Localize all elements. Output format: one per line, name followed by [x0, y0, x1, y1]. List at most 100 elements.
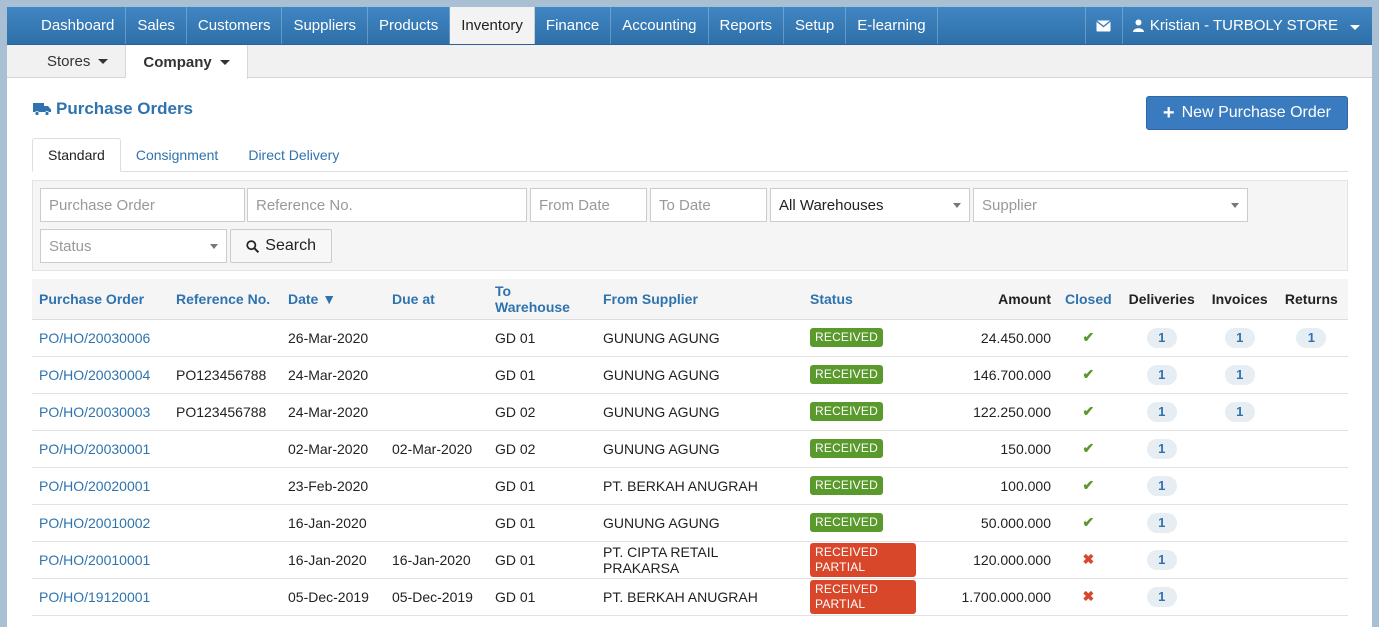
to-date-input[interactable]: To Date	[650, 188, 767, 222]
cross-icon: ✖	[1082, 551, 1095, 567]
stores-menu[interactable]: Stores	[30, 45, 127, 77]
purchase-order-input[interactable]: Purchase Order	[40, 188, 245, 222]
deliveries-count-badge[interactable]: 1	[1146, 586, 1177, 607]
nav-item-setup[interactable]: Setup	[784, 7, 847, 44]
status-select[interactable]: Status	[40, 229, 227, 263]
table-row[interactable]: PO/HO/20030001 02-Mar-2020 02-Mar-2020 GD 0…	[32, 430, 1348, 468]
returns-cell	[1274, 541, 1348, 579]
nav-item-accounting[interactable]: Accounting	[611, 7, 709, 44]
col-due-at[interactable]: Due at	[385, 279, 488, 320]
deliveries-count-badge[interactable]: 1	[1146, 401, 1177, 422]
deliveries-count-badge[interactable]: 1	[1146, 327, 1177, 348]
table-row[interactable]: PO/HO/20030004 PO123456788 24-Mar-2020 GD 0…	[32, 356, 1348, 394]
deliveries-count-badge[interactable]: 1	[1146, 364, 1177, 385]
po-number-link[interactable]: PO/HO/20030006	[32, 319, 169, 357]
returns-cell	[1274, 393, 1348, 431]
warehouse-select[interactable]: All Warehouses	[770, 188, 970, 222]
nav-item-reports[interactable]: Reports	[709, 7, 785, 44]
status-badge: RECEIVED PARTIAL	[810, 542, 916, 577]
date-cell: 24-Mar-2020	[281, 393, 385, 431]
col-to-warehouse[interactable]: To Warehouse	[488, 279, 596, 320]
deliveries-cell: 1	[1118, 578, 1205, 616]
tab-direct-delivery[interactable]: Direct Delivery	[248, 146, 340, 163]
table-row[interactable]: PO/HO/19120001 05-Dec-2019 05-Dec-2019 GD 0…	[32, 578, 1348, 616]
sub-navigation: Stores Company	[7, 45, 1372, 79]
nav-item-sales[interactable]: Sales	[126, 7, 187, 44]
new-purchase-order-button[interactable]: + New Purchase Order	[1145, 96, 1348, 130]
nav-item-finance[interactable]: Finance	[535, 7, 612, 44]
nav-item-inventory[interactable]: Inventory	[450, 7, 535, 44]
from-date-input[interactable]: From Date	[530, 188, 647, 222]
col-amount: Amount	[923, 279, 1058, 320]
truck-icon	[33, 102, 51, 116]
due-at-cell: 02-Mar-2020	[385, 430, 488, 468]
invoices-count-badge[interactable]: 1	[1224, 327, 1255, 348]
col-from-supplier[interactable]: From Supplier	[596, 279, 803, 320]
purchase-orders-table: Purchase Order Reference No. Date ▼ Due …	[32, 279, 1348, 616]
mail-icon[interactable]	[1084, 7, 1123, 44]
po-number-link[interactable]: PO/HO/20030004	[32, 356, 169, 394]
closed-cell: ✖	[1058, 541, 1119, 579]
table-row[interactable]: PO/HO/20020001 23-Feb-2020 GD 01 PT. BERKAH…	[32, 467, 1348, 505]
table-row[interactable]: PO/HO/20010001 16-Jan-2020 16-Jan-2020 GD 0…	[32, 541, 1348, 579]
deliveries-cell: 1	[1118, 319, 1205, 357]
table-body: PO/HO/20030006 26-Mar-2020 GD 01 GUNUNG AGU…	[32, 319, 1348, 616]
table-row[interactable]: PO/HO/20030003 PO123456788 24-Mar-2020 GD 0…	[32, 393, 1348, 431]
col-closed[interactable]: Closed	[1058, 279, 1119, 320]
due-at-cell	[385, 467, 488, 505]
tab-consignment[interactable]: Consignment	[135, 146, 219, 163]
warehouse-cell: GD 02	[488, 430, 596, 468]
po-number-link[interactable]: PO/HO/19120001	[32, 578, 169, 616]
returns-count-badge[interactable]: 1	[1296, 327, 1327, 348]
po-number-link[interactable]: PO/HO/20030003	[32, 393, 169, 431]
plus-icon: +	[1162, 102, 1175, 124]
page-header: Purchase Orders + New Purchase Order	[7, 78, 1372, 138]
deliveries-count-badge[interactable]: 1	[1146, 549, 1177, 570]
po-number-link[interactable]: PO/HO/20010002	[32, 504, 169, 542]
supplier-select[interactable]: Supplier	[973, 188, 1248, 222]
nav-spacer	[938, 7, 1085, 44]
deliveries-cell: 1	[1118, 430, 1205, 468]
supplier-cell: PT. CIPTA RETAIL PRAKARSA	[596, 541, 803, 579]
deliveries-count-badge[interactable]: 1	[1146, 512, 1177, 533]
amount-cell: 122.250.000	[923, 393, 1058, 431]
reference-no-input[interactable]: Reference No.	[247, 188, 527, 222]
nav-item-products[interactable]: Products	[368, 7, 451, 44]
status-cell: RECEIVED	[803, 504, 923, 542]
col-status[interactable]: Status	[803, 279, 923, 320]
po-number-link[interactable]: PO/HO/20020001	[32, 467, 169, 505]
invoices-count-badge[interactable]: 1	[1224, 364, 1255, 385]
col-date[interactable]: Date ▼	[281, 279, 385, 320]
nav-item-e-learning[interactable]: E-learning	[846, 7, 938, 44]
status-badge: RECEIVED	[810, 439, 883, 458]
status-cell: RECEIVED	[803, 430, 923, 468]
search-button[interactable]: Search	[230, 229, 332, 263]
nav-item-customers[interactable]: Customers	[187, 7, 283, 44]
col-reference-no[interactable]: Reference No.	[169, 279, 281, 320]
po-number-link[interactable]: PO/HO/20010001	[32, 541, 169, 579]
user-menu[interactable]: Kristian - TURBOLY STORE	[1123, 7, 1372, 44]
status-badge: RECEIVED	[810, 476, 883, 495]
warehouse-cell: GD 01	[488, 578, 596, 616]
nav-item-suppliers[interactable]: Suppliers	[282, 7, 368, 44]
nav-item-dashboard[interactable]: Dashboard	[30, 7, 127, 44]
page-title-text: Purchase Orders	[56, 99, 194, 118]
po-number-link[interactable]: PO/HO/20030001	[32, 430, 169, 468]
invoices-count-badge[interactable]: 1	[1224, 401, 1255, 422]
col-purchase-order[interactable]: Purchase Order	[32, 279, 169, 320]
table-header-row: Purchase Order Reference No. Date ▼ Due …	[32, 279, 1348, 320]
returns-cell	[1274, 430, 1348, 468]
deliveries-count-badge[interactable]: 1	[1146, 475, 1177, 496]
check-icon: ✔	[1082, 403, 1095, 419]
status-cell: RECEIVED	[803, 393, 923, 431]
deliveries-count-badge[interactable]: 1	[1146, 438, 1177, 459]
status-badge: RECEIVED	[810, 402, 883, 421]
table-row[interactable]: PO/HO/20010002 16-Jan-2020 GD 01 GUNUNG AGU…	[32, 504, 1348, 542]
warehouse-cell: GD 01	[488, 541, 596, 579]
supplier-cell: GUNUNG AGUNG	[596, 393, 803, 431]
tab-standard[interactable]: Standard	[32, 138, 121, 172]
status-badge: RECEIVED	[810, 328, 883, 347]
invoices-cell: 1	[1204, 393, 1275, 431]
table-row[interactable]: PO/HO/20030006 26-Mar-2020 GD 01 GUNUNG AGU…	[32, 319, 1348, 357]
company-menu[interactable]: Company	[126, 45, 248, 79]
